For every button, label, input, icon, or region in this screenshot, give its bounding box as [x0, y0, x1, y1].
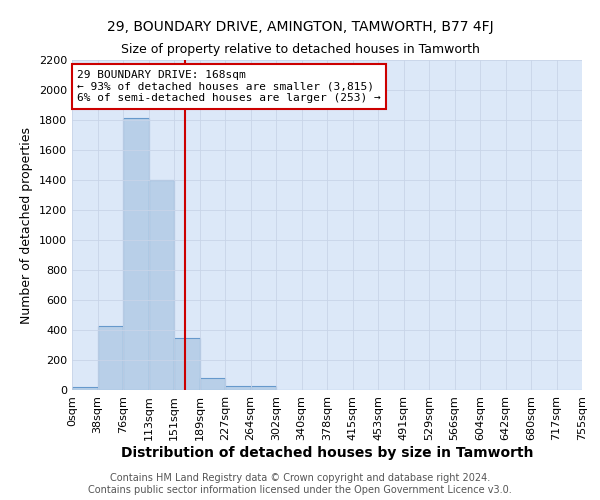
Bar — [123, 118, 149, 390]
Bar — [199, 378, 225, 390]
X-axis label: Distribution of detached houses by size in Tamworth: Distribution of detached houses by size … — [121, 446, 533, 460]
Text: Contains HM Land Registry data © Crown copyright and database right 2024.
Contai: Contains HM Land Registry data © Crown c… — [88, 474, 512, 495]
Bar — [251, 386, 276, 390]
Bar — [174, 338, 199, 390]
Bar — [72, 387, 97, 390]
Bar — [225, 386, 251, 390]
Bar — [97, 326, 123, 390]
Text: 29 BOUNDARY DRIVE: 168sqm
← 93% of detached houses are smaller (3,815)
6% of sem: 29 BOUNDARY DRIVE: 168sqm ← 93% of detac… — [77, 70, 381, 103]
Y-axis label: Number of detached properties: Number of detached properties — [20, 126, 34, 324]
Text: 29, BOUNDARY DRIVE, AMINGTON, TAMWORTH, B77 4FJ: 29, BOUNDARY DRIVE, AMINGTON, TAMWORTH, … — [107, 20, 493, 34]
Bar — [149, 180, 174, 390]
Text: Size of property relative to detached houses in Tamworth: Size of property relative to detached ho… — [121, 42, 479, 56]
